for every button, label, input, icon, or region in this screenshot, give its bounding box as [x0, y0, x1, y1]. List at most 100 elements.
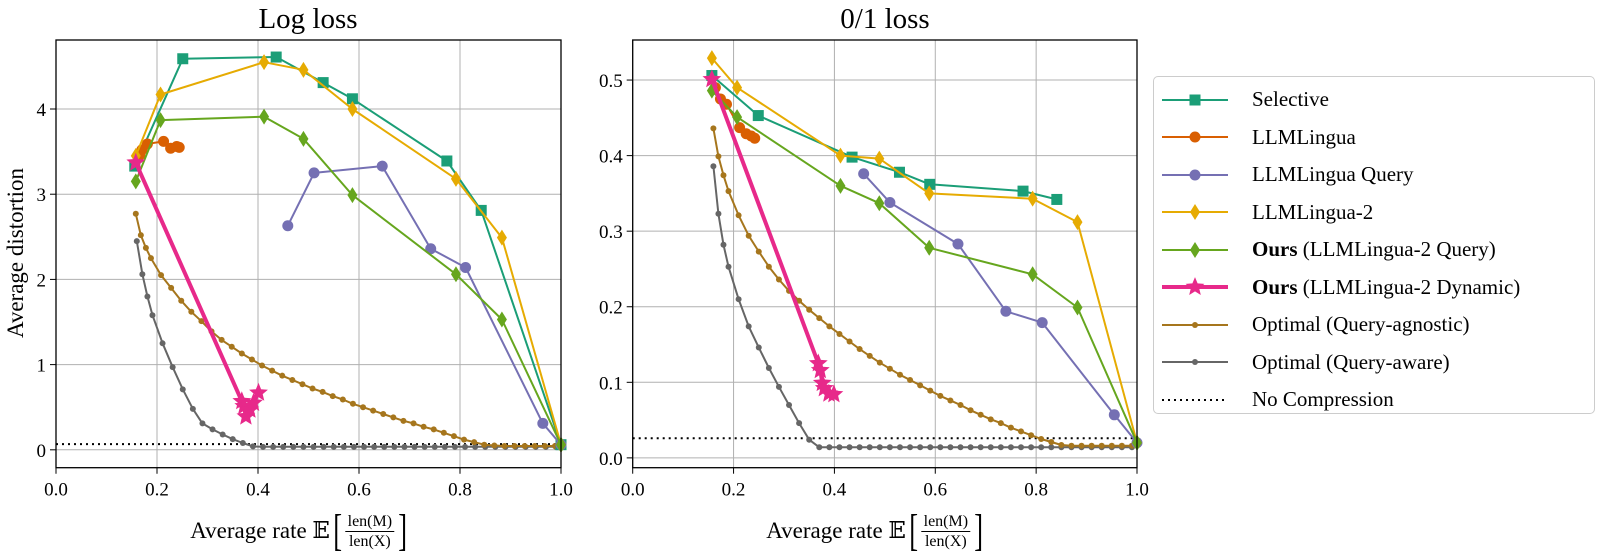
data-point-dot: [270, 443, 277, 450]
data-point-dot: [927, 387, 934, 394]
dotted-line-marker-icon: [1162, 398, 1228, 401]
data-point-dot: [816, 315, 823, 322]
data-point-dot: [1048, 439, 1055, 446]
legend-item-opt-agnostic: Optimal (Query-agnostic): [1154, 306, 1594, 344]
y-tick-label: 0.2: [599, 298, 623, 319]
data-point-dot: [450, 433, 457, 440]
legend-label-text: Optimal (Query-aware): [1252, 349, 1450, 374]
data-point-diamond: [450, 266, 461, 283]
numerator: len(M): [921, 512, 971, 532]
legend-label: Ours (LLMLingua-2 Query): [1252, 237, 1496, 262]
series-opt-agnostic: [132, 210, 564, 449]
data-point-dot: [957, 444, 964, 451]
data-point-dot: [521, 442, 528, 449]
data-point-dot: [826, 444, 833, 451]
data-point-dot: [319, 388, 326, 395]
data-point-dot: [997, 444, 1004, 451]
legend-label: Ours (LLMLingua-2 Dynamic): [1252, 275, 1520, 300]
data-point-dot: [1088, 442, 1095, 449]
data-point-dot: [1018, 444, 1025, 451]
plot-area: [56, 51, 567, 453]
data-point-dot: [735, 296, 742, 303]
data-point-dot: [796, 297, 803, 304]
fraction: len(M) len(X): [921, 512, 971, 551]
data-point-dot: [541, 442, 548, 449]
data-point-star: [824, 384, 844, 403]
x-label-prefix: Average rate 𝔼: [766, 518, 906, 543]
data-point-dot: [309, 385, 316, 392]
data-point-dot: [188, 308, 195, 315]
legend-item-llmlingua: LLMLingua: [1154, 119, 1594, 157]
data-point-dot: [169, 364, 176, 371]
x-label-prefix: Average rate 𝔼: [190, 518, 330, 543]
data-point-dot: [144, 293, 151, 300]
series-opt-agnostic: [710, 125, 1135, 449]
data-point-star: [126, 152, 146, 171]
series-opt-aware: [133, 238, 559, 450]
data-point-diamond: [259, 54, 270, 71]
data-point-dot: [491, 442, 498, 449]
data-point-dot: [149, 312, 156, 319]
data-point-dot: [431, 443, 438, 450]
data-point-dot: [481, 441, 488, 448]
legend-label: Optimal (Query-agnostic): [1252, 312, 1470, 337]
y-tick-label: 3: [37, 185, 47, 206]
data-point-dot: [1078, 442, 1085, 449]
data-point-dot: [462, 443, 469, 450]
data-point-dot: [917, 382, 924, 389]
data-point-dot: [411, 443, 418, 450]
data-point-dot: [977, 444, 984, 451]
data-point-dot: [289, 376, 296, 383]
legend-marker: [1189, 94, 1201, 106]
legend-label-text: Selective: [1252, 87, 1329, 112]
square-marker-icon: [1162, 94, 1228, 106]
data-point-dot: [320, 443, 327, 450]
fraction: len(M) len(X): [345, 512, 395, 551]
legend-label: Optimal (Query-aware): [1252, 350, 1450, 375]
data-point-dot: [745, 323, 752, 330]
left-x-axis-label: Average rate 𝔼 [ len(M) len(X) ]: [190, 508, 409, 554]
legend-marker: [1190, 204, 1200, 221]
data-point-dot: [340, 443, 347, 450]
data-point-dot: [168, 284, 175, 291]
x-tick-label: 1.0: [1125, 480, 1149, 501]
legend-marker: [1185, 277, 1205, 296]
data-point-dot: [380, 411, 387, 418]
data-point-diamond: [298, 130, 309, 147]
x-tick-label: 0.8: [1024, 480, 1048, 501]
data-point-dot: [896, 444, 903, 451]
data-point-square: [924, 178, 936, 190]
data-point-dot: [745, 232, 752, 239]
data-point-square: [317, 77, 329, 89]
data-point-square: [1017, 185, 1029, 197]
data-point-dot: [178, 297, 185, 304]
x-tick-label: 0.6: [923, 480, 947, 501]
data-point-dot: [846, 338, 853, 345]
data-point-dot: [132, 210, 139, 217]
legend-label-text: LLMLingua Query: [1252, 162, 1414, 187]
data-point-dot: [189, 405, 196, 412]
data-point-dot: [1098, 442, 1105, 449]
legend-marker: [1189, 169, 1201, 181]
data-point-dot: [198, 318, 205, 325]
denominator: len(X): [924, 532, 967, 550]
data-point-dot: [159, 340, 166, 347]
data-point-dot: [330, 443, 337, 450]
right-x-axis-label: Average rate 𝔼 [ len(M) len(X) ]: [766, 508, 985, 554]
series-llmlingua2: [706, 50, 1142, 451]
data-point-dot: [421, 443, 428, 450]
data-point-dot: [907, 444, 914, 451]
series-line: [286, 165, 562, 446]
legend-label: LLMLingua Query: [1252, 162, 1414, 187]
data-point-diamond: [155, 86, 166, 103]
data-point-star: [249, 382, 268, 401]
data-point-dot: [725, 263, 732, 270]
series-line: [134, 61, 562, 445]
data-point-dot: [1007, 424, 1014, 431]
data-point-dot: [249, 443, 256, 450]
legend-label-bold: Ours: [1252, 237, 1298, 262]
x-tick-label: 0.2: [722, 480, 746, 501]
data-point-circle: [425, 243, 437, 255]
data-point-dot: [137, 232, 144, 239]
series-line: [133, 56, 562, 446]
